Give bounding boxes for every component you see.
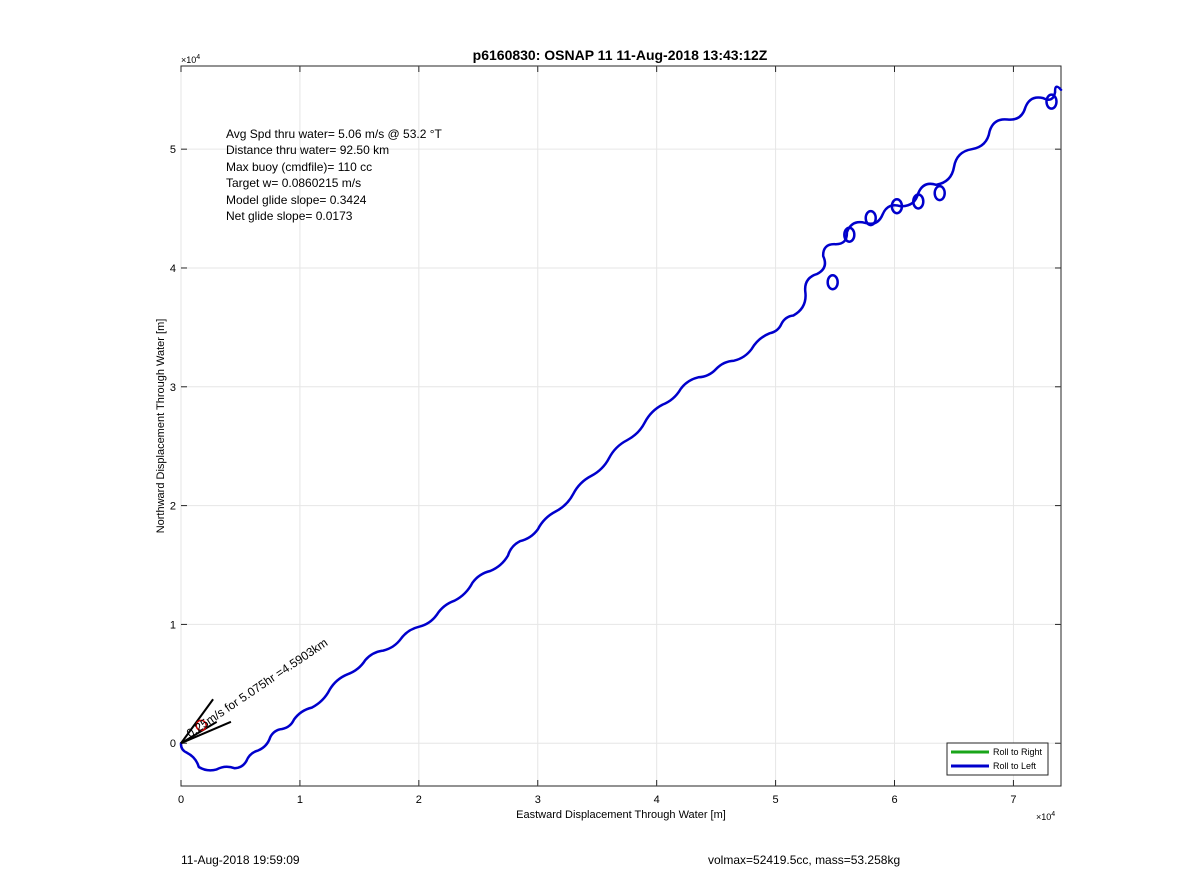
annotation-model-glide: Model glide slope= 0.3424 — [226, 193, 367, 207]
current-arrow-shaft — [180, 720, 218, 745]
y-axis-ticks: 0 1 2 3 4 5 — [170, 144, 1061, 750]
series-layer — [179, 85, 1063, 772]
footer-volmax-mass: volmax=52419.5cc, mass=53.258kg — [708, 853, 901, 867]
x-axis-label: Eastward Displacement Through Water [m] — [516, 809, 726, 821]
x-exponent-label: ×104 — [1036, 811, 1055, 822]
annotation-target-w: Target w= 0.0860215 m/s — [226, 176, 361, 190]
x-tick-label: 1 — [297, 794, 303, 806]
trajectory-loop — [912, 193, 925, 210]
y-tick-label: 5 — [170, 144, 176, 156]
x-tick-label: 6 — [891, 794, 897, 806]
x-tick-label: 5 — [773, 794, 779, 806]
x-tick-label: 0 — [178, 794, 184, 806]
x-tick-label: 3 — [535, 794, 541, 806]
trajectory-loop — [933, 184, 946, 202]
y-tick-label: 1 — [170, 619, 176, 631]
grid — [180, 66, 1061, 786]
y-tick-label: 2 — [170, 501, 176, 513]
chart-title: p6160830: OSNAP 11 11-Aug-2018 13:43:12Z — [473, 47, 768, 63]
legend: Roll to Right Roll to Left — [946, 742, 1049, 776]
current-arrow-shaft-lower — [180, 720, 232, 745]
x-exponent-base: ×10 — [1036, 812, 1051, 822]
x-tick-label: 4 — [654, 794, 660, 806]
plot-area — [180, 65, 1062, 787]
y-tick-label: 0 — [170, 738, 176, 750]
y-tick-label: 4 — [170, 263, 176, 275]
series-line-roll-to-left — [179, 85, 1063, 772]
y-tick-label: 3 — [170, 382, 176, 394]
y-exponent-label: ×104 — [181, 54, 200, 65]
trajectory-loop — [826, 273, 839, 291]
y-exponent-base: ×10 — [181, 55, 196, 65]
annotation-avg-speed: Avg Spd thru water= 5.06 m/s @ 53.2 °T — [226, 127, 443, 141]
x-tick-label: 7 — [1010, 794, 1016, 806]
current-origin-marker — [195, 719, 207, 732]
annotation-block: Avg Spd thru water= 5.06 m/s @ 53.2 °T D… — [226, 127, 443, 223]
y-exponent-power: 4 — [196, 54, 200, 61]
annotation-max-buoy: Max buoy (cmdfile)= 110 cc — [226, 160, 372, 174]
annotation-net-glide: Net glide slope= 0.0173 — [226, 209, 353, 223]
annotation-distance: Distance thru water= 92.50 km — [226, 143, 389, 157]
legend-label-roll-right: Roll to Right — [993, 747, 1043, 757]
x-exponent-power: 4 — [1051, 811, 1055, 818]
trajectory-loop — [843, 226, 856, 243]
x-axis-ticks: 0 1 2 3 4 5 6 7 — [178, 66, 1016, 806]
trajectory-loop — [864, 209, 877, 227]
legend-label-roll-left: Roll to Left — [993, 761, 1037, 771]
footer-timestamp: 11-Aug-2018 19:59:09 — [181, 853, 300, 867]
x-tick-label: 2 — [416, 794, 422, 806]
current-arrow — [180, 698, 232, 745]
trajectory-loop — [890, 197, 904, 215]
current-arrow-shaft-upper — [180, 698, 214, 744]
y-axis-label: Northward Displacement Through Water [m] — [155, 319, 167, 534]
trajectory-loop — [1045, 93, 1058, 110]
legend-box — [946, 742, 1049, 776]
